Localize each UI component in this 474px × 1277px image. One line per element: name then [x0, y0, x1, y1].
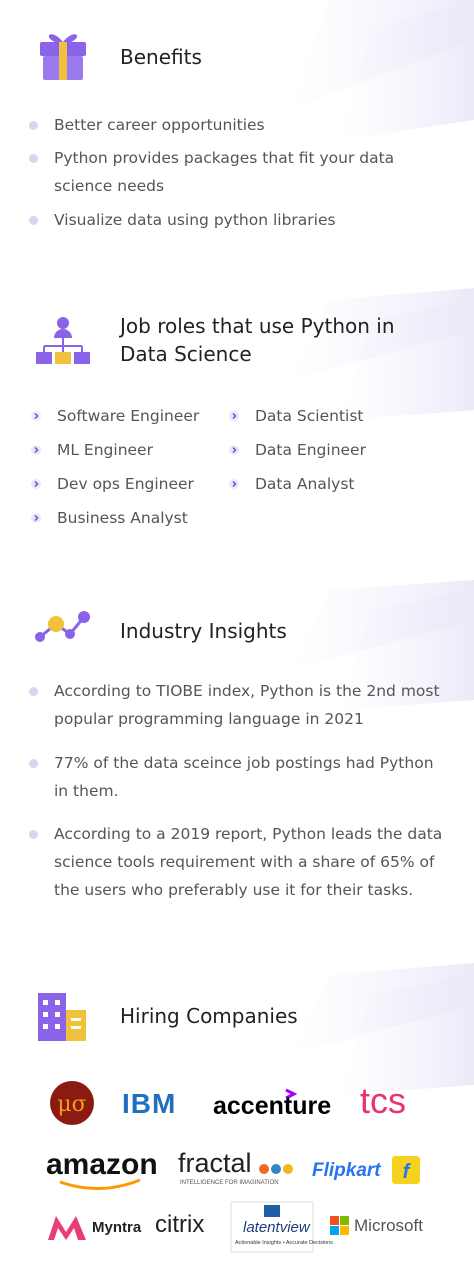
chevron	[229, 445, 239, 455]
chevron	[229, 411, 239, 421]
list-item: Better career opportunities	[54, 116, 265, 134]
logo-tcs: tcs	[360, 1080, 407, 1121]
logo-amazon: amazon	[46, 1148, 158, 1181]
bullet	[29, 121, 38, 130]
bullet	[29, 759, 38, 768]
chevron	[31, 513, 41, 523]
section-title: Job roles that use Python in Data Scienc…	[120, 314, 395, 366]
chevron	[31, 479, 41, 489]
role-item: Dev ops Engineer	[57, 475, 194, 493]
bullet	[29, 687, 38, 696]
logo-ibm: IBM	[122, 1088, 177, 1119]
chevron	[31, 445, 41, 455]
logo-citrix: citrix	[155, 1211, 205, 1238]
bullet	[29, 154, 38, 163]
section-title: Industry Insights	[120, 619, 287, 643]
list-item: 77% of the data sceince job postings had…	[54, 754, 434, 800]
logo-fractal: fractal	[178, 1148, 252, 1178]
role-item: Data Engineer	[255, 441, 366, 459]
role-item: ML Engineer	[57, 441, 153, 459]
logo-tagline: INTELLIGENCE FOR IMAGINATION	[180, 1180, 279, 1186]
logo-tagline: Actionable Insights • Accurate Decisions	[235, 1240, 333, 1246]
logo-microsoft: Microsoft	[354, 1216, 423, 1235]
role-item: Software Engineer	[57, 407, 200, 425]
section-title: Hiring Companies	[120, 1004, 298, 1028]
role-item: Business Analyst	[57, 509, 188, 527]
bullet	[29, 216, 38, 225]
chevron	[31, 411, 41, 421]
list-item: Visualize data using python libraries	[54, 211, 336, 229]
section-title: Benefits	[120, 45, 202, 69]
list-item: According to a 2019 report, Python leads…	[54, 825, 443, 899]
logo-myntra: Myntra	[92, 1219, 142, 1236]
svg-text:μσ: μσ	[57, 1092, 86, 1117]
svg-text:f: f	[403, 1161, 412, 1183]
role-item: Data Analyst	[255, 475, 355, 493]
role-item: Data Scientist	[255, 407, 364, 425]
list-item: Python provides packages that fit your d…	[54, 149, 395, 195]
bullet	[29, 830, 38, 839]
logo-latentview: latentview	[243, 1219, 310, 1236]
logo-accenture: accenture	[213, 1092, 332, 1120]
logo-flipkart: Flipkart	[312, 1160, 381, 1181]
chevron	[229, 479, 239, 489]
list-item: According to TIOBE index, Python is the …	[54, 682, 440, 728]
